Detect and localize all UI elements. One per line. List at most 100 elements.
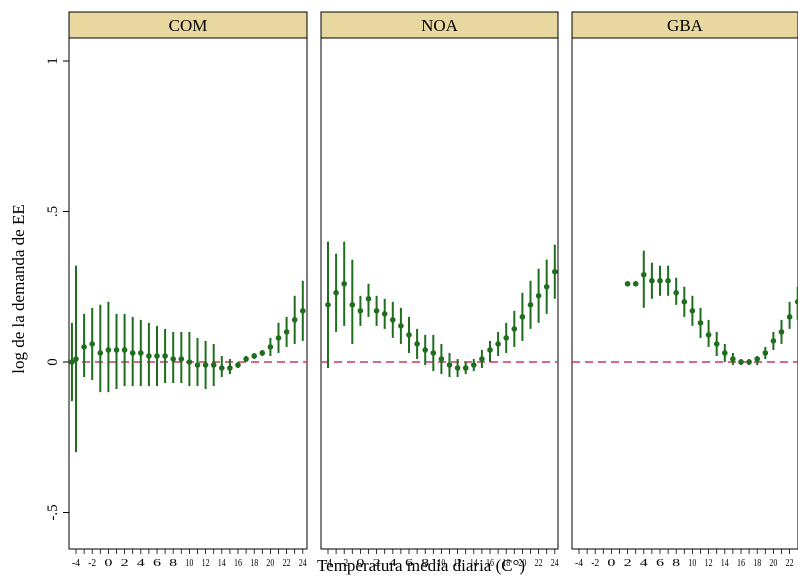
x-tick-label: 12 bbox=[705, 558, 713, 569]
data-point bbox=[422, 347, 429, 353]
x-tick-label: -2 bbox=[340, 558, 348, 569]
data-point bbox=[275, 335, 282, 341]
data-point bbox=[251, 353, 257, 359]
data-point bbox=[527, 302, 534, 308]
x-tick-label: 16 bbox=[234, 558, 242, 569]
facet-strip bbox=[571, 11, 798, 39]
x-tick-label: 2 bbox=[373, 558, 381, 569]
data-point bbox=[291, 317, 298, 323]
data-point bbox=[365, 295, 372, 302]
x-tick-label: 8 bbox=[672, 558, 680, 569]
x-tick-label: 0 bbox=[607, 558, 615, 569]
data-point bbox=[390, 317, 396, 323]
data-point bbox=[89, 341, 95, 347]
x-tick-label: 4 bbox=[640, 558, 648, 569]
x-tick-label: 20 bbox=[769, 558, 777, 569]
data-point bbox=[722, 350, 728, 356]
data-point bbox=[243, 356, 249, 362]
x-tick-label: 12 bbox=[202, 558, 210, 569]
data-point bbox=[357, 308, 364, 314]
data-point bbox=[681, 299, 688, 305]
data-point bbox=[194, 362, 201, 368]
x-axis-title: Temperatura media diaria (C°) bbox=[317, 556, 525, 575]
data-point bbox=[730, 356, 736, 362]
x-tick-label: -4 bbox=[324, 558, 332, 569]
data-point bbox=[259, 350, 266, 356]
data-point bbox=[543, 283, 550, 290]
x-tick-label: 16 bbox=[486, 558, 494, 569]
data-point bbox=[138, 350, 144, 356]
data-point bbox=[487, 347, 493, 353]
x-tick-label: 14 bbox=[721, 558, 729, 569]
data-point bbox=[697, 320, 704, 326]
x-tick-label: 4 bbox=[389, 558, 397, 569]
data-point bbox=[341, 280, 348, 287]
data-point bbox=[665, 277, 671, 284]
facet-label: COM bbox=[169, 16, 208, 35]
data-point bbox=[479, 356, 485, 362]
x-tick-label: 14 bbox=[470, 558, 478, 569]
panel-marks bbox=[69, 265, 314, 453]
x-tick-label: 22 bbox=[786, 558, 794, 569]
data-point bbox=[624, 280, 631, 287]
y-tick-label: -.5 bbox=[45, 504, 61, 520]
data-point bbox=[373, 308, 380, 314]
data-point bbox=[446, 362, 453, 368]
data-point bbox=[552, 268, 558, 275]
panel-gba: GBA -4 -2 0 2 4 6 8 10 12 14 16 18 20 22 bbox=[571, 11, 798, 569]
x-tick-label: -4 bbox=[72, 558, 80, 569]
x-tick-label: 16 bbox=[737, 558, 745, 569]
data-point bbox=[786, 314, 793, 320]
y-tick-label: 1 bbox=[45, 57, 61, 65]
data-point bbox=[414, 341, 420, 347]
panel-marks bbox=[321, 241, 566, 378]
x-tick-label: 10 bbox=[437, 558, 445, 569]
data-point bbox=[495, 341, 501, 347]
y-axis-title: log de la demanda de EE bbox=[9, 204, 28, 373]
data-point bbox=[560, 254, 566, 260]
x-tick-label: -4 bbox=[575, 558, 583, 569]
x-tick-label: 10 bbox=[688, 558, 696, 569]
x-tick-label: 18 bbox=[250, 558, 258, 569]
data-point bbox=[511, 326, 518, 332]
x-tick-label: 6 bbox=[656, 558, 664, 569]
data-point bbox=[325, 302, 331, 308]
data-point bbox=[308, 299, 314, 305]
data-point bbox=[162, 353, 168, 359]
facet-strip bbox=[68, 11, 308, 39]
x-tick-label: 8 bbox=[421, 558, 429, 569]
x-tick-label: -2 bbox=[591, 558, 599, 569]
data-point bbox=[178, 356, 185, 362]
data-point bbox=[673, 289, 679, 296]
x-tick-label: 12 bbox=[454, 558, 462, 569]
data-point bbox=[794, 299, 798, 305]
data-point bbox=[462, 365, 469, 371]
x-tick-label: 20 bbox=[266, 558, 274, 569]
data-point bbox=[235, 362, 241, 368]
data-point bbox=[121, 347, 128, 353]
data-point bbox=[210, 362, 217, 368]
data-point bbox=[219, 365, 225, 371]
data-point bbox=[778, 329, 785, 335]
data-point bbox=[81, 344, 87, 350]
data-point bbox=[705, 332, 712, 338]
data-point bbox=[105, 347, 112, 353]
data-point bbox=[438, 356, 445, 362]
data-point bbox=[770, 338, 777, 344]
data-point bbox=[113, 347, 120, 353]
data-point bbox=[333, 289, 339, 296]
panel-com: COM-4 -2 0 2 4 6 8 10 12 14 16 18 20 22 24 bbox=[68, 11, 314, 569]
data-point bbox=[73, 356, 79, 362]
panel-noa: NOA-4 -2 0 2 4 6 8 10 12 14 16 18 20 22 24 bbox=[320, 11, 566, 569]
data-point bbox=[381, 311, 388, 317]
x-tick-label: 2 bbox=[624, 558, 632, 569]
data-point bbox=[227, 365, 233, 371]
x-tick-label: 18 bbox=[502, 558, 510, 569]
x-tick-label: 4 bbox=[137, 558, 145, 569]
data-point bbox=[406, 332, 412, 338]
x-tick-label: 24 bbox=[299, 558, 307, 569]
x-tick-label: -2 bbox=[88, 558, 96, 569]
data-point bbox=[738, 359, 744, 365]
x-tick-label: 22 bbox=[535, 558, 543, 569]
